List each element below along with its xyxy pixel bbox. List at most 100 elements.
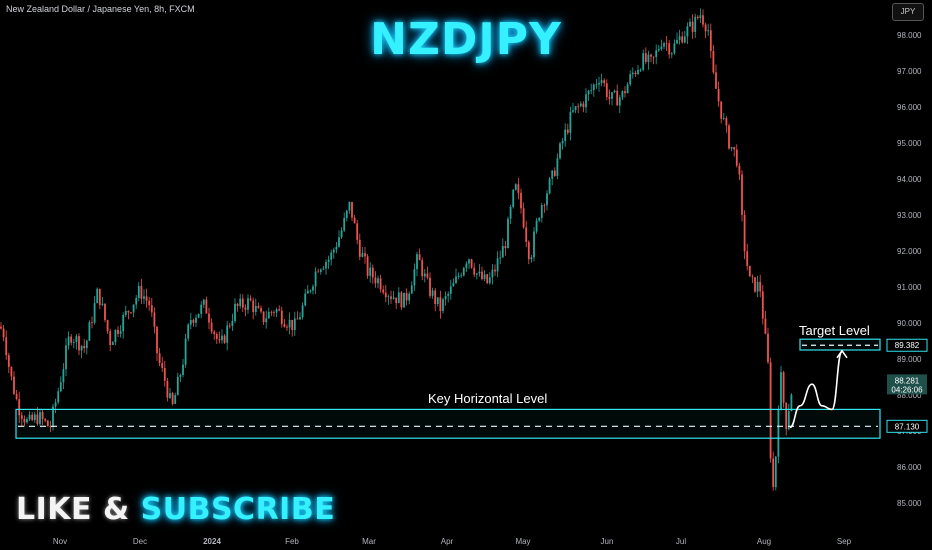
candle-body xyxy=(520,192,522,209)
candle-body xyxy=(278,309,281,311)
candle-body xyxy=(210,322,213,332)
candle-body xyxy=(564,129,567,142)
candle-body xyxy=(730,147,733,149)
candle-body xyxy=(98,288,101,305)
candle-body xyxy=(330,252,333,260)
candle-body xyxy=(301,305,304,318)
candle-body xyxy=(683,36,686,43)
candle-body xyxy=(195,317,197,323)
candle-body xyxy=(501,246,504,258)
candle-body xyxy=(314,271,317,287)
candle-body xyxy=(36,414,39,424)
candle-body xyxy=(169,393,171,398)
candle-body xyxy=(673,43,676,54)
candle-body xyxy=(340,230,343,238)
candle-body xyxy=(215,334,218,340)
candle-body xyxy=(704,24,707,32)
x-tick-label: Mar xyxy=(362,537,376,546)
candle-body xyxy=(408,293,411,301)
candle-body xyxy=(707,30,710,32)
candle-body xyxy=(436,297,439,305)
x-tick-label: Sep xyxy=(837,537,852,546)
y-tick-label: 90.000 xyxy=(897,319,922,328)
candle-body xyxy=(197,313,200,318)
candle-body xyxy=(777,409,780,457)
candle-body xyxy=(218,339,221,341)
candle-body xyxy=(20,415,23,419)
candle-body xyxy=(652,56,655,58)
candle-body xyxy=(273,312,275,313)
candle-body xyxy=(699,15,702,19)
target-level-label: Target Level xyxy=(799,323,870,338)
candle-body xyxy=(410,285,413,294)
candle-body xyxy=(57,391,60,403)
y-tick-label: 91.000 xyxy=(897,283,922,292)
candle-body xyxy=(715,72,717,89)
candle-body xyxy=(140,286,143,299)
candle-body xyxy=(275,309,278,313)
candle-body xyxy=(332,249,335,253)
candle-body xyxy=(145,296,148,301)
candle-body xyxy=(158,353,161,364)
candle-body xyxy=(605,83,608,98)
candle-body xyxy=(566,129,569,133)
candle-body xyxy=(470,259,473,268)
candle-body xyxy=(764,318,767,334)
candle-body xyxy=(148,300,151,306)
y-tick-label: 86.000 xyxy=(897,463,922,472)
candle-body xyxy=(46,420,49,427)
candle-body xyxy=(223,335,226,343)
candle-body xyxy=(491,269,494,278)
key-level-label: Key Horizontal Level xyxy=(428,391,548,406)
candle-body xyxy=(418,254,421,261)
candle-body xyxy=(348,201,351,211)
candle-body xyxy=(83,345,86,349)
candle-body xyxy=(681,36,684,43)
candle-body xyxy=(522,208,525,228)
candle-body xyxy=(577,106,580,107)
candle-body xyxy=(114,329,117,343)
candle-body xyxy=(629,74,632,85)
candle-body xyxy=(54,402,57,407)
candle-body xyxy=(548,178,551,194)
candle-body xyxy=(535,220,538,232)
candle-body xyxy=(696,16,699,19)
candle-body xyxy=(106,320,109,332)
candle-body xyxy=(41,412,44,420)
candle-body xyxy=(468,259,470,264)
candle-body xyxy=(746,251,749,266)
candle-body xyxy=(257,305,260,309)
candle-body xyxy=(488,277,491,284)
candle-body xyxy=(5,337,8,356)
candle-body xyxy=(176,376,179,396)
candle-body xyxy=(374,277,377,284)
candle-body xyxy=(608,97,611,99)
candle-body xyxy=(109,331,112,346)
candle-body xyxy=(33,414,36,421)
candle-body xyxy=(184,338,187,365)
candle-body xyxy=(665,43,668,44)
candle-body xyxy=(416,254,418,270)
candle-body xyxy=(561,141,564,144)
candle-body xyxy=(244,307,247,310)
candle-body xyxy=(439,297,442,311)
candle-body xyxy=(267,311,270,319)
y-tick-label: 85.000 xyxy=(897,499,922,508)
candle-body xyxy=(598,82,600,85)
candle-body xyxy=(161,363,164,368)
candle-body xyxy=(481,271,483,280)
candle-body xyxy=(668,43,671,55)
candle-body xyxy=(670,53,673,55)
candle-body xyxy=(80,345,83,351)
candle-body xyxy=(496,258,499,272)
candle-body xyxy=(75,336,78,343)
candle-body xyxy=(574,106,577,111)
candle-body xyxy=(254,305,257,313)
currency-chip[interactable]: JPY xyxy=(892,3,924,21)
candle-body xyxy=(507,218,509,249)
candle-body xyxy=(767,333,769,363)
x-tick-label: Apr xyxy=(441,537,454,546)
candle-body xyxy=(124,310,127,315)
candle-body xyxy=(156,326,158,354)
